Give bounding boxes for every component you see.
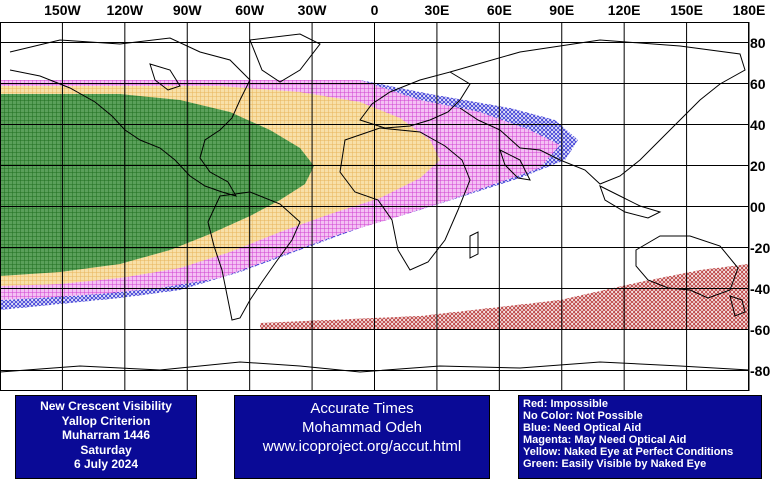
longitude-label: 0 (370, 2, 379, 18)
credit-line1: Accurate Times (310, 400, 414, 417)
longitude-label: 120E (607, 2, 641, 18)
latitude-label: 80 (750, 34, 766, 51)
legend-panel: Red: Impossible No Color: Not Possible B… (518, 395, 762, 479)
longitude-label: 150W (44, 2, 81, 18)
longitude-label: 90E (549, 2, 575, 18)
longitude-label: 30E (424, 2, 450, 18)
info-month: Muharram 1446 (61, 428, 151, 443)
longitude-label: 60W (235, 2, 265, 18)
credit-panel: Accurate Times Mohammad Odeh www.icoproj… (234, 395, 490, 479)
zone-green-easily-visible (0, 94, 314, 276)
latitude-label: 60 (750, 75, 766, 92)
credit-url: www.icoproject.org/accut.html (262, 438, 462, 455)
info-panel: New Crescent Visibility Yallop Criterion… (15, 395, 197, 479)
coastlines (0, 33, 749, 373)
latitude-label: 20 (750, 157, 766, 174)
longitude-label: 90W (172, 2, 202, 18)
legend-magenta: Magenta: May Need Optical Aid (523, 434, 687, 446)
legend-red: Red: Impossible (523, 398, 608, 410)
longitude-label: 180E (732, 2, 766, 18)
latitude-label: 00 (750, 198, 766, 215)
latitude-label: -20 (750, 239, 771, 256)
longitude-label: 120W (106, 2, 144, 18)
info-weekday: Saturday (80, 442, 132, 457)
longitude-label: 150E (670, 2, 703, 18)
info-criterion: Yallop Criterion (61, 413, 151, 428)
legend-yellow: Yellow: Naked Eye at Perfect Conditions (523, 446, 734, 458)
zone-red-impossible (260, 264, 749, 330)
longitude-label: 60E (486, 2, 512, 18)
latitude-label: 40 (750, 116, 766, 133)
longitude-label: 30W (297, 2, 327, 18)
latitude-label: -60 (750, 321, 771, 338)
credit-line2: Mohammad Odeh (301, 419, 423, 436)
info-date: 6 July 2024 (73, 457, 139, 472)
legend-no-color: No Color: Not Possible (523, 410, 643, 422)
latitude-label: -40 (750, 280, 771, 297)
graticule (0, 22, 750, 391)
legend-blue: Blue: Need Optical Aid (523, 422, 642, 434)
latitude-label: -80 (750, 362, 771, 379)
visibility-map (0, 22, 750, 391)
info-title: New Crescent Visibility (40, 399, 172, 413)
legend-green: Green: Easily Visible by Naked Eye (523, 458, 707, 470)
